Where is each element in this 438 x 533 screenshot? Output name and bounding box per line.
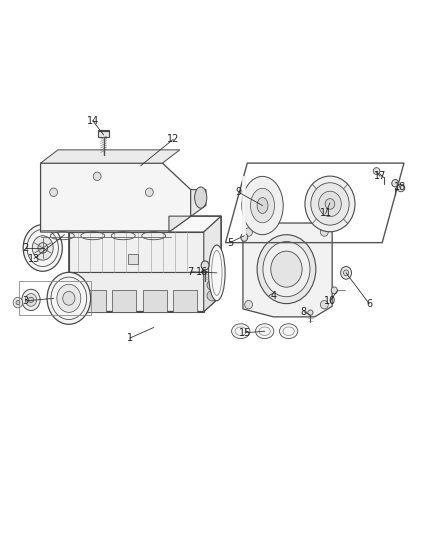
Ellipse shape — [341, 266, 352, 279]
Ellipse shape — [63, 292, 75, 305]
Ellipse shape — [343, 270, 349, 276]
Ellipse shape — [311, 183, 349, 225]
Polygon shape — [143, 290, 167, 312]
Ellipse shape — [145, 188, 153, 197]
Polygon shape — [173, 290, 197, 312]
Text: 5: 5 — [227, 238, 233, 248]
Polygon shape — [113, 290, 136, 312]
Bar — [242, 176, 245, 235]
Ellipse shape — [208, 245, 225, 301]
Text: 16: 16 — [195, 267, 208, 277]
Bar — [99, 130, 109, 136]
Ellipse shape — [255, 324, 274, 338]
Text: 14: 14 — [87, 116, 99, 126]
Ellipse shape — [23, 224, 62, 271]
Text: 10: 10 — [324, 296, 336, 306]
Ellipse shape — [257, 198, 268, 214]
Polygon shape — [204, 272, 221, 312]
Polygon shape — [169, 190, 206, 232]
Text: 15: 15 — [239, 328, 251, 338]
Polygon shape — [204, 216, 221, 312]
Text: 13: 13 — [28, 254, 40, 263]
Ellipse shape — [251, 188, 275, 223]
Ellipse shape — [373, 167, 380, 174]
Ellipse shape — [279, 324, 298, 338]
Text: 2: 2 — [22, 243, 28, 253]
Polygon shape — [69, 272, 204, 312]
Ellipse shape — [49, 188, 57, 197]
Ellipse shape — [319, 191, 341, 216]
Ellipse shape — [263, 241, 310, 297]
Ellipse shape — [241, 233, 248, 241]
Text: 8: 8 — [301, 306, 307, 317]
Ellipse shape — [245, 228, 253, 236]
Polygon shape — [41, 150, 180, 163]
Ellipse shape — [321, 301, 328, 309]
Ellipse shape — [232, 324, 250, 338]
Text: 1: 1 — [127, 333, 133, 343]
Text: 3: 3 — [22, 296, 28, 306]
Text: 18: 18 — [393, 182, 406, 192]
Ellipse shape — [57, 284, 81, 312]
Text: 17: 17 — [374, 172, 386, 181]
Ellipse shape — [207, 280, 218, 290]
Ellipse shape — [38, 243, 47, 253]
Text: 6: 6 — [366, 298, 372, 309]
Ellipse shape — [392, 180, 399, 187]
Ellipse shape — [28, 297, 34, 303]
Text: 9: 9 — [236, 187, 242, 197]
Ellipse shape — [25, 294, 37, 306]
Ellipse shape — [397, 184, 405, 192]
Polygon shape — [69, 232, 204, 272]
Polygon shape — [69, 216, 221, 232]
Ellipse shape — [16, 301, 20, 305]
Ellipse shape — [242, 176, 283, 235]
Ellipse shape — [325, 199, 335, 209]
Ellipse shape — [22, 289, 40, 311]
Ellipse shape — [201, 261, 209, 270]
Ellipse shape — [32, 236, 53, 260]
Ellipse shape — [13, 297, 23, 308]
Ellipse shape — [194, 187, 207, 208]
Polygon shape — [243, 223, 332, 317]
Bar — [127, 254, 138, 264]
Ellipse shape — [331, 287, 337, 294]
Ellipse shape — [305, 176, 355, 232]
Text: 4: 4 — [270, 290, 276, 301]
Ellipse shape — [93, 172, 101, 181]
Ellipse shape — [308, 310, 313, 316]
Text: 7: 7 — [187, 267, 194, 277]
Ellipse shape — [321, 228, 328, 236]
Ellipse shape — [245, 301, 253, 309]
Ellipse shape — [47, 272, 91, 324]
Polygon shape — [82, 290, 106, 312]
Ellipse shape — [207, 290, 218, 301]
Text: 12: 12 — [167, 134, 180, 144]
Ellipse shape — [271, 251, 302, 287]
Polygon shape — [41, 163, 191, 232]
Ellipse shape — [257, 235, 316, 304]
Text: 11: 11 — [319, 208, 332, 219]
